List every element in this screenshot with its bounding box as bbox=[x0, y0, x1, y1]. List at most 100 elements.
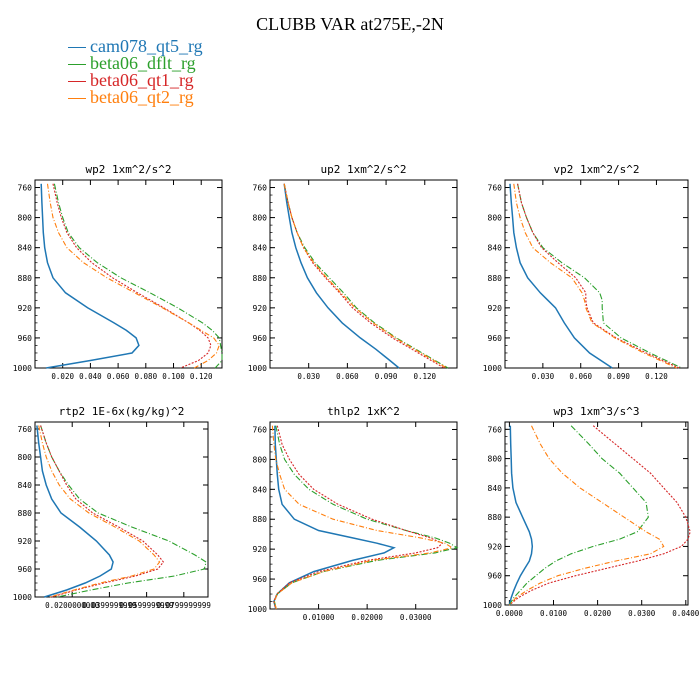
y-tick-label: 920 bbox=[18, 537, 33, 546]
y-tick-label: 1000 bbox=[483, 601, 502, 610]
series-line bbox=[273, 425, 444, 610]
panel-title: wp3 1xm^3/s^3 bbox=[553, 405, 639, 418]
series-line bbox=[283, 183, 447, 369]
legend-label: beta06_qt2_rg bbox=[90, 87, 194, 107]
x-tick-label: 0.090 bbox=[607, 372, 630, 381]
x-tick-label: 0.0200 bbox=[584, 609, 612, 618]
x-tick-label: 0.080 bbox=[135, 372, 158, 381]
y-tick-label: 880 bbox=[18, 509, 33, 518]
y-tick-label: 1000 bbox=[248, 605, 267, 614]
legend-item: beta06_qt2_rg bbox=[68, 87, 203, 107]
x-tick-label: 0.01000 bbox=[303, 613, 335, 622]
y-tick-label: 800 bbox=[488, 214, 503, 223]
y-tick-label: 880 bbox=[488, 274, 503, 283]
series-line bbox=[40, 425, 207, 598]
y-tick-label: 1000 bbox=[13, 593, 32, 602]
y-tick-label: 800 bbox=[488, 455, 503, 464]
x-tick-label: 0.0799999999 bbox=[157, 601, 211, 610]
panel-frame bbox=[504, 179, 689, 369]
series-line bbox=[508, 425, 665, 606]
series-line bbox=[53, 183, 223, 369]
y-tick-label: 960 bbox=[253, 334, 268, 343]
legend-label: cam078_qt5_rg bbox=[90, 36, 203, 56]
y-tick-label: 840 bbox=[253, 244, 268, 253]
y-tick-label: 960 bbox=[253, 575, 268, 584]
series-line bbox=[508, 425, 534, 606]
y-tick-label: 800 bbox=[253, 455, 268, 464]
y-tick-label: 760 bbox=[488, 425, 503, 434]
x-tick-label: 0.090 bbox=[375, 372, 398, 381]
panel-frame bbox=[504, 421, 689, 606]
x-tick-label: 0.0200000000 bbox=[45, 601, 100, 610]
legend: cam078_qt5_rg beta06_dflt_rg beta06_qt1_… bbox=[68, 36, 203, 107]
series-line bbox=[36, 425, 114, 598]
series-line bbox=[283, 183, 445, 369]
series-line bbox=[46, 183, 220, 369]
chart-panel: wp2 1xm^2/s^2 760 800 840 880 920 960 1000 0.020… bbox=[13, 163, 223, 381]
x-tick-label: 0.060 bbox=[336, 372, 359, 381]
panel-frame bbox=[269, 421, 458, 610]
series-line bbox=[508, 425, 649, 606]
y-tick-label: 880 bbox=[253, 515, 268, 524]
panel-frame bbox=[34, 421, 209, 598]
series-line bbox=[38, 425, 161, 598]
series-line bbox=[283, 183, 449, 369]
chart-panel: vp2 1xm^2/s^2 760 800 840 880 920 960 1000 0.030… bbox=[483, 163, 689, 381]
chart-panel: up2 1xm^2/s^2 760 800 840 880 920 960 1000 0.030… bbox=[248, 163, 458, 381]
legend-swatch bbox=[68, 64, 86, 66]
legend-swatch bbox=[68, 47, 86, 49]
series-line bbox=[52, 183, 212, 369]
legend-label: beta06_dflt_rg bbox=[90, 53, 196, 73]
y-tick-label: 800 bbox=[18, 214, 33, 223]
y-tick-label: 960 bbox=[18, 334, 33, 343]
x-tick-label: 0.040 bbox=[79, 372, 102, 381]
y-tick-label: 840 bbox=[18, 244, 33, 253]
series-line bbox=[273, 425, 396, 610]
panel-title: rtp2 1E-6x(kg/kg)^2 bbox=[59, 405, 185, 418]
panel-title: up2 1xm^2/s^2 bbox=[320, 163, 406, 176]
chart-panel: thlp2 1xK^2 760 800 840 880 920 960 1000 0.01000… bbox=[248, 405, 459, 622]
x-tick-label: 0.0599999999 bbox=[120, 601, 174, 610]
y-tick-label: 920 bbox=[253, 304, 268, 313]
y-tick-label: 840 bbox=[488, 484, 503, 493]
x-tick-label: 0.060 bbox=[569, 372, 592, 381]
x-tick-label: 0.0000 bbox=[496, 609, 524, 618]
y-tick-label: 1000 bbox=[248, 364, 267, 373]
series-line bbox=[513, 183, 677, 369]
y-tick-label: 800 bbox=[18, 453, 33, 462]
x-tick-label: 0.0300 bbox=[628, 609, 656, 618]
y-tick-label: 1000 bbox=[483, 364, 502, 373]
series-line bbox=[517, 183, 682, 369]
x-tick-label: 0.0400 bbox=[672, 609, 700, 618]
panel-title: wp2 1xm^2/s^2 bbox=[85, 163, 171, 176]
x-tick-label: 0.0399999999 bbox=[82, 601, 136, 610]
x-tick-label: 0.030 bbox=[532, 372, 555, 381]
series-line bbox=[517, 183, 680, 369]
figure-title: CLUBB VAR at275E,-2N bbox=[256, 14, 444, 34]
legend-swatch bbox=[68, 98, 86, 100]
y-tick-label: 840 bbox=[488, 244, 503, 253]
series-line bbox=[271, 425, 454, 610]
y-tick-label: 760 bbox=[253, 184, 268, 193]
y-tick-label: 880 bbox=[18, 274, 33, 283]
y-tick-label: 840 bbox=[18, 481, 33, 490]
y-tick-label: 960 bbox=[488, 572, 503, 581]
x-tick-label: 0.03000 bbox=[400, 613, 432, 622]
y-tick-label: 1000 bbox=[13, 364, 32, 373]
series-line bbox=[273, 425, 459, 610]
legend-item: beta06_qt1_rg bbox=[68, 71, 203, 89]
y-tick-label: 920 bbox=[253, 545, 268, 554]
y-tick-label: 920 bbox=[488, 542, 503, 551]
series-line bbox=[283, 183, 400, 369]
y-tick-label: 760 bbox=[253, 425, 268, 434]
y-tick-label: 920 bbox=[18, 304, 33, 313]
x-tick-label: 0.120 bbox=[190, 372, 213, 381]
series-line bbox=[40, 183, 140, 369]
series-line bbox=[509, 183, 613, 369]
series-line bbox=[40, 425, 165, 598]
x-tick-label: 0.120 bbox=[645, 372, 668, 381]
chart-panel: rtp2 1E-6x(kg/kg)^2 760 800 840 880 920 960 100… bbox=[13, 405, 211, 610]
series-line bbox=[509, 425, 691, 606]
panel-frame bbox=[34, 179, 223, 369]
